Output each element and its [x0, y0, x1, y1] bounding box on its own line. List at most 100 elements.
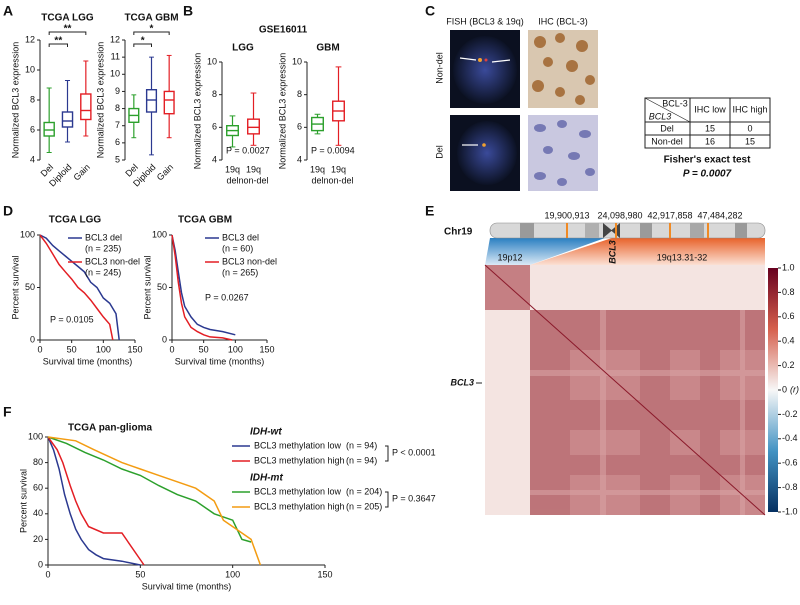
y-tick-label: 11	[111, 52, 120, 62]
y-tick-label: 6	[212, 122, 217, 132]
y-tick-label: 10	[292, 56, 302, 66]
x-axis-label: Survival time (months)	[43, 356, 133, 366]
y-axis-label: Normalized BCL3 expression	[10, 42, 20, 159]
y-tick-label: 4	[212, 154, 217, 164]
chart-title: GBM	[316, 43, 339, 54]
x-tick-label: 19q	[246, 164, 261, 174]
legend-n: (n = 205)	[346, 501, 382, 511]
chromosome-label: Chr19	[444, 227, 473, 238]
x-tick-label: Gain	[155, 162, 176, 183]
y-tick-label: 10	[110, 69, 120, 79]
legend-label: BCL3 methylation low	[254, 440, 342, 450]
survival-curve	[39, 234, 114, 341]
test-name: Fisher's exact test	[664, 155, 752, 166]
legend-n: (n = 245)	[85, 267, 121, 277]
legend-n: (n = 235)	[85, 243, 121, 253]
colorbar-tick-label: -0.6	[782, 458, 798, 468]
y-tick-label: 40	[33, 508, 43, 518]
colorbar	[768, 268, 778, 512]
legend-label: BCL3 non-del	[222, 256, 277, 266]
chart-title: TCGA GBM	[124, 13, 178, 24]
panel-title: GSE16011	[259, 25, 308, 36]
legend-label: BCL3 del	[85, 232, 122, 242]
chart-title: LGG	[232, 43, 254, 54]
p-value: P = 0.0027	[226, 145, 270, 155]
panel-letter: E	[425, 203, 434, 219]
y-tick-label: 60	[33, 483, 43, 493]
x-axis-label: Survival time (months)	[142, 581, 232, 591]
panel-letter: B	[183, 3, 193, 19]
y-tick-label: 8	[297, 89, 302, 99]
correlation-heatmap	[484, 264, 766, 516]
colorbar-tick-label: 1.0	[782, 262, 795, 272]
x-tick-label: 19q	[331, 164, 346, 174]
colorbar-tick-label: 0.4	[782, 336, 795, 346]
x-tick-label: 0	[169, 344, 174, 354]
y-tick-label: 100	[28, 431, 43, 441]
chart-title: TCGA LGG	[49, 215, 102, 226]
image-label: FISH (BCL3 & 19q)	[446, 16, 524, 26]
survival-curve	[47, 436, 262, 566]
x-tick-label: 100	[228, 344, 243, 354]
survival-curve	[39, 234, 120, 341]
x-tick-label: 150	[259, 344, 274, 354]
y-axis-label: Percent survival	[142, 255, 152, 319]
y-tick-label: 0	[30, 334, 35, 344]
legend-bracket	[385, 491, 389, 508]
position-label: 47,484,282	[697, 210, 742, 220]
p-value: P = 0.0094	[311, 145, 355, 155]
y-tick-label: 0	[38, 559, 43, 569]
y-tick-label: 7	[115, 120, 120, 130]
x-tick-label: del	[226, 175, 238, 185]
p-value: P = 0.0267	[205, 292, 249, 302]
row-label: BCL3	[450, 377, 474, 387]
y-axis-label: Percent survival	[10, 255, 20, 319]
x-tick-label: 150	[127, 344, 142, 354]
legend-n: (n = 60)	[222, 243, 253, 253]
micrographs	[450, 30, 598, 191]
x-tick-label: non-del	[323, 175, 353, 185]
x-tick-label: 19q	[225, 164, 240, 174]
x-tick-label: non-del	[238, 175, 268, 185]
y-tick-label: 12	[110, 34, 120, 44]
legend-n: (n = 265)	[222, 267, 258, 277]
position-label: 42,917,858	[647, 210, 692, 220]
x-tick-label: del	[311, 175, 323, 185]
panel-letter: D	[3, 203, 13, 219]
legend-label: BCL3 methylation high	[254, 501, 345, 511]
y-tick-label: 50	[157, 282, 167, 292]
significance-bar	[133, 43, 152, 47]
box	[247, 118, 260, 135]
x-axis-label: Survival time (months)	[175, 356, 265, 366]
panel-letter: C	[425, 3, 435, 19]
survival-curve	[171, 234, 236, 336]
y-tick-label: 10	[207, 56, 217, 66]
y-tick-label: 8	[30, 94, 35, 104]
y-tick-label: 10	[25, 64, 35, 74]
significance-label: **	[64, 24, 72, 35]
box	[43, 121, 55, 137]
x-tick-label: 50	[67, 344, 77, 354]
x-tick-label: 0	[45, 569, 50, 579]
table-cell: 15	[705, 123, 715, 133]
y-axis-label: Normalized BCL3 expression	[95, 42, 105, 159]
chart-title: TCGA LGG	[41, 13, 94, 24]
p-value: P = 0.0007	[683, 169, 732, 180]
survival-curve	[47, 436, 145, 566]
significance-label: *	[141, 36, 145, 47]
significance-label: *	[150, 24, 154, 35]
y-tick-label: 80	[33, 457, 43, 467]
x-tick-label: 19q	[310, 164, 325, 174]
legend-label: BCL3 methylation high	[254, 455, 345, 465]
y-tick-label: 100	[152, 229, 167, 239]
colorbar-label: (r)	[790, 384, 799, 394]
panel-letter: A	[3, 3, 13, 19]
table-row-label: Del	[660, 123, 674, 133]
y-tick-label: 20	[33, 534, 43, 544]
table-header: IHC high	[732, 104, 767, 114]
legend-label: BCL3 del	[222, 232, 259, 242]
y-tick-label: 50	[25, 282, 35, 292]
colorbar-tick-label: 0.2	[782, 360, 795, 370]
x-tick-label: 100	[96, 344, 111, 354]
